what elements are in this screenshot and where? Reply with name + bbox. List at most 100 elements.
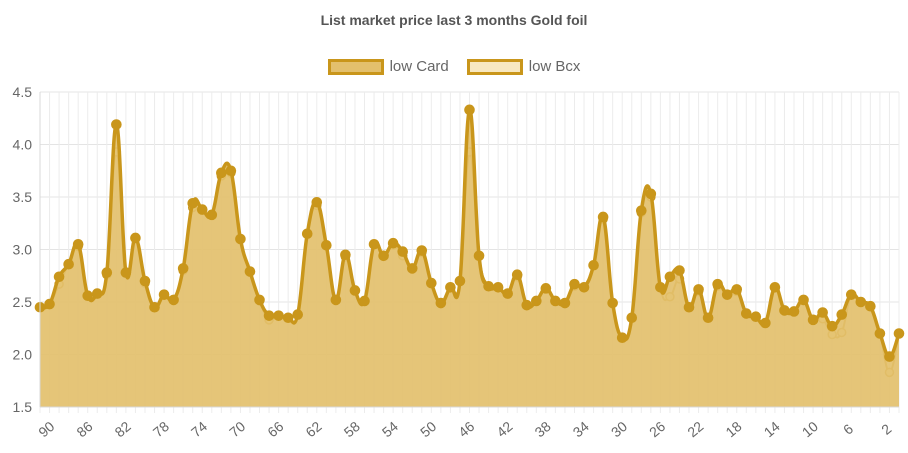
legend-item-low-bcx[interactable]: low Bcx [466, 58, 580, 75]
x-tick-label: 42 [493, 418, 515, 440]
data-point-low-card[interactable] [368, 238, 380, 250]
data-point-low-card[interactable] [311, 196, 323, 208]
data-point-low-card[interactable] [330, 294, 342, 306]
data-point-low-card[interactable] [874, 328, 886, 339]
data-point-low-card[interactable] [559, 297, 571, 309]
data-point-low-card[interactable] [836, 309, 848, 320]
data-point-low-card[interactable] [406, 263, 418, 274]
data-point-low-card[interactable] [616, 332, 628, 344]
data-point-low-card[interactable] [884, 351, 895, 362]
x-tick-label: 14 [761, 418, 783, 440]
data-point-low-card[interactable] [225, 165, 237, 177]
data-point-low-card[interactable] [168, 294, 179, 306]
data-point-low-card[interactable] [82, 290, 94, 302]
data-point-low-card[interactable] [750, 311, 762, 323]
data-point-low-card[interactable] [578, 282, 590, 293]
x-tick-label: 6 [840, 420, 856, 437]
data-point-low-card[interactable] [550, 295, 561, 307]
data-point-low-card[interactable] [254, 294, 265, 306]
data-point-low-card[interactable] [120, 267, 132, 278]
data-point-low-card[interactable] [139, 275, 151, 287]
data-point-low-card[interactable] [521, 299, 533, 311]
data-point-low-card[interactable] [263, 310, 275, 321]
data-point-low-card[interactable] [387, 237, 399, 249]
data-point-low-card[interactable] [712, 278, 723, 290]
data-point-low-card[interactable] [340, 249, 351, 261]
data-point-low-card[interactable] [826, 320, 838, 332]
data-point-low-card[interactable] [798, 294, 809, 306]
data-point-low-card[interactable] [760, 317, 771, 329]
data-point-low-card[interactable] [292, 309, 304, 320]
data-point-low-card[interactable] [158, 289, 170, 300]
data-point-low-card[interactable] [206, 209, 218, 221]
data-point-low-card[interactable] [664, 271, 676, 283]
data-point-low-card[interactable] [674, 265, 685, 276]
x-tick-label: 50 [417, 418, 439, 440]
data-point-low-card[interactable] [607, 297, 618, 309]
data-point-low-card[interactable] [187, 198, 199, 209]
data-point-low-card[interactable] [435, 297, 447, 309]
data-point-low-card[interactable] [72, 238, 84, 250]
data-point-low-card[interactable] [483, 280, 494, 292]
data-point-low-card[interactable] [645, 188, 657, 200]
data-point-low-card[interactable] [454, 275, 466, 287]
data-point-low-card[interactable] [865, 300, 876, 312]
data-point-low-card[interactable] [636, 205, 647, 216]
data-point-low-card[interactable] [693, 284, 704, 295]
data-point-low-card[interactable] [845, 289, 857, 300]
data-point-low-card[interactable] [301, 228, 313, 240]
data-point-low-card[interactable] [445, 282, 456, 293]
data-point-low-card[interactable] [655, 282, 666, 293]
data-point-low-card[interactable] [359, 295, 370, 307]
data-point-low-card[interactable] [597, 211, 609, 223]
data-point-low-card[interactable] [149, 301, 160, 313]
data-point-low-card[interactable] [235, 233, 246, 245]
data-point-low-card[interactable] [101, 267, 113, 278]
data-point-low-card[interactable] [893, 328, 905, 339]
data-point-low-card[interactable] [626, 312, 638, 324]
data-point-low-card[interactable] [130, 232, 141, 244]
data-point-low-card[interactable] [111, 119, 122, 130]
data-point-low-card[interactable] [473, 250, 485, 262]
data-point-low-card[interactable] [416, 245, 428, 256]
data-point-low-card[interactable] [769, 282, 781, 293]
data-point-low-card[interactable] [855, 296, 867, 308]
data-point-low-card[interactable] [53, 271, 65, 283]
data-point-low-card[interactable] [321, 240, 332, 251]
data-point-low-card[interactable] [807, 314, 819, 326]
data-point-low-card[interactable] [788, 306, 800, 317]
data-point-low-card[interactable] [44, 298, 55, 310]
data-point-low-card[interactable] [511, 269, 523, 281]
data-point-low-card[interactable] [282, 312, 294, 324]
data-point-low-card[interactable] [731, 284, 743, 295]
data-point-low-card[interactable] [531, 295, 542, 307]
x-tick-label: 90 [35, 418, 57, 440]
data-point-low-card[interactable] [464, 104, 475, 116]
data-point-low-card[interactable] [216, 167, 227, 179]
data-point-low-card[interactable] [569, 278, 580, 290]
data-point-low-card[interactable] [779, 305, 790, 316]
legend-item-low-card[interactable]: low Card [327, 58, 449, 75]
data-point-low-card[interactable] [540, 283, 552, 294]
data-point-low-card[interactable] [740, 308, 752, 319]
data-point-low-card[interactable] [378, 250, 389, 262]
x-tick-label: 66 [264, 418, 286, 440]
data-point-low-card[interactable] [349, 285, 361, 296]
data-point-low-card[interactable] [702, 312, 714, 324]
x-tick-label: 34 [570, 418, 592, 440]
data-point-low-card[interactable] [683, 301, 695, 313]
data-point-low-card[interactable] [492, 282, 504, 293]
data-point-low-card[interactable] [273, 310, 284, 321]
data-point-low-card[interactable] [177, 263, 189, 274]
data-point-low-card[interactable] [426, 277, 437, 289]
data-point-low-card[interactable] [502, 288, 513, 299]
data-point-low-card[interactable] [196, 204, 208, 215]
data-point-low-card[interactable] [91, 288, 103, 299]
x-tick-label: 30 [608, 418, 630, 440]
data-point-low-card[interactable] [63, 258, 74, 270]
data-point-low-card[interactable] [817, 307, 828, 318]
data-point-low-card[interactable] [397, 246, 408, 257]
data-point-low-card[interactable] [244, 266, 256, 277]
data-point-low-card[interactable] [721, 289, 733, 300]
data-point-low-card[interactable] [588, 259, 599, 271]
